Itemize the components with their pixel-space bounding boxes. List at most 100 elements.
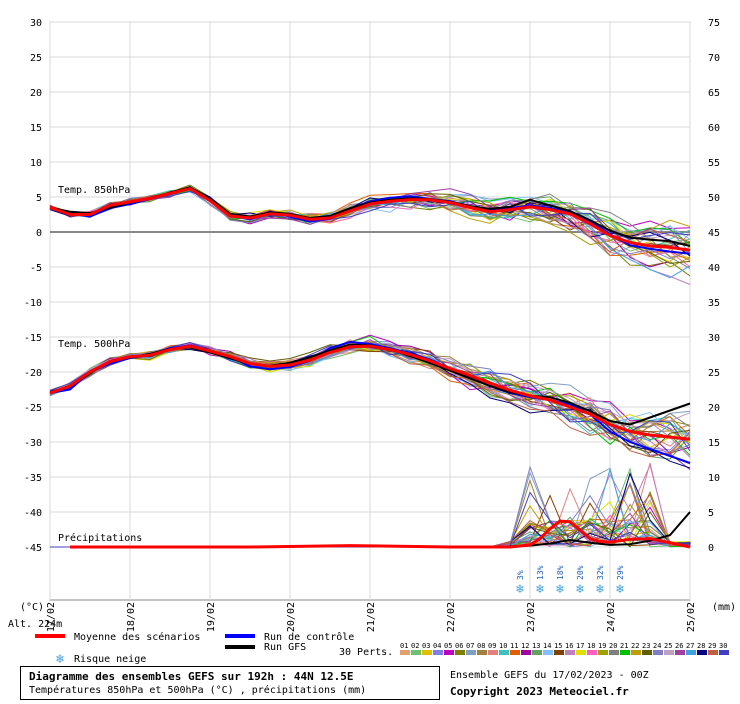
pert-number: 02 — [411, 642, 419, 650]
legend-mean-swatch — [35, 634, 65, 638]
pert-number: 09 — [488, 642, 496, 650]
legend-gfs-swatch — [225, 645, 255, 649]
pert-number: 07 — [466, 642, 474, 650]
snowflake-legend-icon: ❄ — [55, 652, 64, 667]
y-tick-label-left: 5 — [36, 193, 42, 204]
y-tick-label-left: -25 — [24, 403, 42, 414]
pert-number: 30 — [719, 642, 727, 650]
precip-mean-line — [70, 519, 691, 549]
pert-swatch — [609, 650, 619, 655]
pert-number: 05 — [444, 642, 452, 650]
y-tick-label-right: 75 — [708, 18, 720, 29]
y-tick-label-right: 65 — [708, 88, 720, 99]
chart-title: Diagramme des ensembles GEFS sur 192h : … — [29, 670, 354, 683]
y-tick-label-right: 5 — [708, 508, 714, 519]
y-tick-label-left: 25 — [30, 53, 42, 64]
pert-number: 28 — [697, 642, 705, 650]
x-tick-label: 24/02 — [606, 602, 617, 632]
x-tick-label: 19/02 — [206, 602, 217, 632]
legend-gfs-label: Run GFS — [264, 642, 306, 653]
pert-number: 03 — [422, 642, 430, 650]
snow-risk-percent: 20% — [576, 565, 585, 580]
pert-swatch — [576, 650, 586, 655]
left-axis-label: (°C) — [20, 602, 44, 613]
pert-swatch — [620, 650, 630, 655]
pert-swatch — [653, 650, 663, 655]
y-tick-label-left: -40 — [24, 508, 42, 519]
y-tick-label-right: 15 — [708, 438, 720, 449]
legend-perts-label: 30 Perts. — [339, 647, 393, 658]
snowflake-icon: ❄ — [575, 582, 584, 597]
precip-pert-line — [50, 493, 691, 548]
y-tick-label-right: 60 — [708, 123, 720, 134]
x-tick-label: 23/02 — [526, 602, 537, 632]
pert-swatch — [708, 650, 718, 655]
pert-number: 11 — [510, 642, 518, 650]
copyright: Copyright 2023 Meteociel.fr — [450, 685, 629, 698]
pert-number: 24 — [653, 642, 661, 650]
y-tick-label-right: 20 — [708, 403, 720, 414]
chart-subtitle: Températures 850hPa et 500hPa (°C) , pré… — [29, 685, 367, 696]
pert-swatch — [444, 650, 454, 655]
legend-control-swatch — [225, 634, 255, 638]
t850-mean-line — [49, 187, 691, 252]
pert-swatch — [587, 650, 597, 655]
pert-swatch — [719, 650, 729, 655]
pert-swatch — [488, 650, 498, 655]
precip-gfs-line — [489, 511, 691, 548]
y-tick-label-right: 35 — [708, 298, 720, 309]
pert-number: 23 — [642, 642, 650, 650]
pert-number: 25 — [664, 642, 672, 650]
pert-swatch — [466, 650, 476, 655]
title-box: Diagramme des ensembles GEFS sur 192h : … — [20, 666, 440, 700]
y-tick-label-right: 0 — [708, 543, 714, 554]
pert-number: 08 — [477, 642, 485, 650]
pert-number: 06 — [455, 642, 463, 650]
pert-number: 04 — [433, 642, 441, 650]
pert-number: 21 — [620, 642, 628, 650]
pert-number: 20 — [609, 642, 617, 650]
pert-number: 18 — [587, 642, 595, 650]
y-tick-label-right: 45 — [708, 228, 720, 239]
pert-swatch — [675, 650, 685, 655]
pert-series-line — [49, 346, 691, 456]
snowflake-icon: ❄ — [595, 582, 604, 597]
y-tick-label-right: 70 — [708, 53, 720, 64]
y-tick-label-left: 10 — [30, 158, 42, 169]
altitude-label: Alt. 224m — [8, 619, 62, 630]
pert-swatch — [598, 650, 608, 655]
pert-swatch — [510, 650, 520, 655]
pert-swatch — [532, 650, 542, 655]
pert-swatch — [686, 650, 696, 655]
pert-swatch — [400, 650, 410, 655]
panel-label-t850: Temp. 850hPa — [58, 185, 130, 196]
y-tick-label-left: -30 — [24, 438, 42, 449]
pert-swatch — [521, 650, 531, 655]
pert-swatch — [565, 650, 575, 655]
pert-swatch — [433, 650, 443, 655]
snowflake-icon: ❄ — [535, 582, 544, 597]
pert-number: 14 — [543, 642, 551, 650]
pert-swatch — [411, 650, 421, 655]
pert-swatch — [642, 650, 652, 655]
y-tick-label-left: 20 — [30, 88, 42, 99]
pert-swatch — [554, 650, 564, 655]
y-tick-label-right: 55 — [708, 158, 720, 169]
pert-series-line — [49, 185, 691, 257]
x-tick-label: 20/02 — [286, 602, 297, 632]
y-tick-label-right: 10 — [708, 473, 720, 484]
pert-number: 27 — [686, 642, 694, 650]
y-tick-label-left: 15 — [30, 123, 42, 134]
pert-number: 15 — [554, 642, 562, 650]
x-tick-label: 17/02 — [46, 602, 57, 632]
pert-number: 10 — [499, 642, 507, 650]
x-tick-label: 18/02 — [126, 602, 137, 632]
pert-number: 16 — [565, 642, 573, 650]
pert-swatch — [477, 650, 487, 655]
y-tick-label-left: -35 — [24, 473, 42, 484]
panel-label-precip: Précipitations — [58, 532, 142, 544]
pert-swatch — [697, 650, 707, 655]
pert-swatch — [631, 650, 641, 655]
pert-number: 26 — [675, 642, 683, 650]
legend-mean-label: Moyenne des scénarios — [74, 631, 200, 643]
